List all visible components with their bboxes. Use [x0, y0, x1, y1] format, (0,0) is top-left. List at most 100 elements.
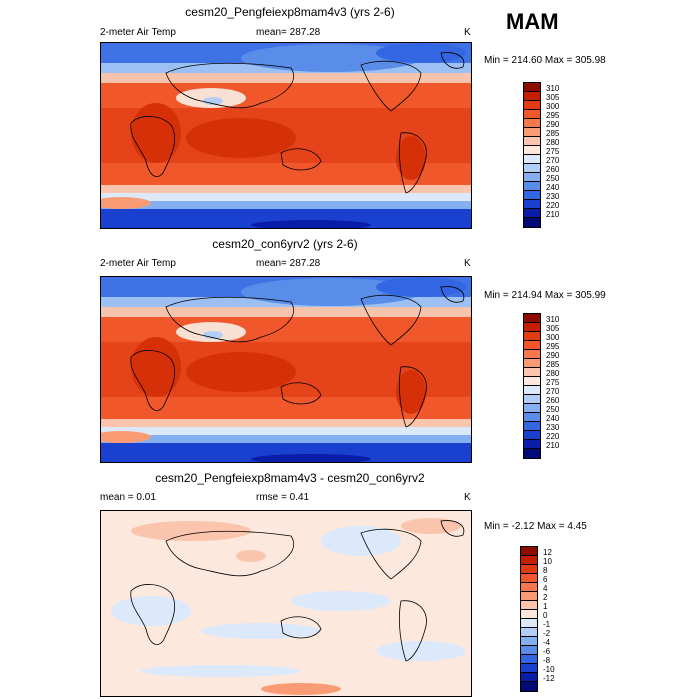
panel3-colorbar-cell	[521, 619, 537, 628]
panel2-tick: 250	[546, 405, 560, 414]
panel1-colorbar-cell	[524, 182, 540, 191]
panel2-colorbar-cell	[524, 431, 540, 440]
panel1-colorbar-cell	[524, 173, 540, 182]
panel2-minmax: Min = 214.94 Max = 305.99	[484, 290, 606, 301]
panel3-colorbar-cell	[521, 565, 537, 574]
panel1-title: cesm20_Pengfeiexp8mam4v3 (yrs 2-6)	[185, 5, 395, 19]
panel2-colorbar-cell	[524, 314, 540, 323]
panel1-tick: 230	[546, 192, 560, 201]
panel1-colorbar-cell	[524, 119, 540, 128]
panel3-colorbar-cell	[521, 601, 537, 610]
panel1-colorbar-cell	[524, 137, 540, 146]
panel3-colorbar-cell	[521, 556, 537, 565]
panel2-tick: 270	[546, 387, 560, 396]
panel2-mean: mean= 287.28	[256, 258, 321, 269]
panel2-colorbar-cell	[524, 395, 540, 404]
panel3-colorbar-cell	[521, 610, 537, 619]
panel1-map	[100, 42, 472, 229]
panel3-units: K	[464, 492, 471, 503]
panel1-colorbar-cell	[524, 83, 540, 92]
panel3-tick: -12	[543, 674, 555, 683]
panel3-map-svg	[101, 511, 471, 696]
panel3-colorbar-cell	[521, 637, 537, 646]
panel3-tick: 8	[543, 566, 548, 575]
panel3-colorbar-cell	[521, 628, 537, 637]
panel2-tick: 285	[546, 360, 560, 369]
panel2-colorbar-cell	[524, 341, 540, 350]
panel2-tick: 230	[546, 423, 560, 432]
panel2-colorbar-cell	[524, 422, 540, 431]
panel2-colorbar-cell	[524, 377, 540, 386]
panel2-colorbar-cell	[524, 413, 540, 422]
panel3-colorbar-cell	[521, 673, 537, 682]
panel1-colorbar-cell	[524, 200, 540, 209]
panel3-mean: mean = 0.01	[100, 492, 156, 503]
panel2-tick: 295	[546, 342, 560, 351]
panel2-colorbar-cell	[524, 359, 540, 368]
panel2-tick: 260	[546, 396, 560, 405]
panel1-colorbar-cell	[524, 146, 540, 155]
panel3-tick: 1	[543, 602, 548, 611]
panel3-colorbar-cell	[521, 583, 537, 592]
panel1-map-svg	[101, 43, 471, 228]
panel2-tick: 240	[546, 414, 560, 423]
panel1-tick: 210	[546, 210, 560, 219]
panel2-colorbar-cell	[524, 368, 540, 377]
panel1-tick: 280	[546, 138, 560, 147]
panel1-tick: 305	[546, 93, 560, 102]
panel3-tick: -4	[543, 638, 551, 647]
panel3-map	[100, 510, 472, 697]
panel3-colorbar	[520, 546, 538, 692]
panel1-units: K	[464, 27, 471, 38]
panel1-tick: 275	[546, 147, 560, 156]
panel2-tick: 290	[546, 351, 560, 360]
panel3-tick: 2	[543, 593, 548, 602]
panel1-tick: 285	[546, 129, 560, 138]
panel3-tick: 4	[543, 584, 548, 593]
panel3-rmse: rmse = 0.41	[256, 492, 310, 503]
panel2-colorbar-cell	[524, 449, 540, 458]
panel1-colorbar-cell	[524, 218, 540, 227]
panel3-tick: 0	[543, 611, 548, 620]
panel2-tick: 305	[546, 324, 560, 333]
panel2-tick: 280	[546, 369, 560, 378]
panel1-colorbar-cell	[524, 209, 540, 218]
panel3-colorbar-cell	[521, 574, 537, 583]
panel2-units: K	[464, 258, 471, 269]
season-label: MAM	[506, 9, 559, 34]
panel2-tick: 220	[546, 432, 560, 441]
panel1-tick: 270	[546, 156, 560, 165]
panel1-tick: 250	[546, 174, 560, 183]
panel1-colorbar-cell	[524, 110, 540, 119]
panel1-tick: 290	[546, 120, 560, 129]
panel2-colorbar-cell	[524, 332, 540, 341]
panel2-map-svg	[101, 277, 471, 462]
panel1-colorbar-cell	[524, 155, 540, 164]
panel2-colorbar-cell	[524, 440, 540, 449]
panel3-tick: 6	[543, 575, 548, 584]
panel1-colorbar-cell	[524, 101, 540, 110]
panel2-tick: 275	[546, 378, 560, 387]
panel1-colorbar-cell	[524, 92, 540, 101]
panel2-colorbar-cell	[524, 350, 540, 359]
panel3-colorbar-cell	[521, 547, 537, 556]
panel3-colorbar-cell	[521, 655, 537, 664]
panel2-map	[100, 276, 472, 463]
panel1-tick: 220	[546, 201, 560, 210]
panel2-tick: 310	[546, 315, 560, 324]
panel3-tick: 10	[543, 557, 552, 566]
panel1-tick: 300	[546, 102, 560, 111]
panel2-title: cesm20_con6yrv2 (yrs 2-6)	[212, 237, 358, 251]
panel1-tick: 310	[546, 84, 560, 93]
panel1-variable: 2-meter Air Temp	[100, 27, 176, 38]
panel3-tick: -1	[543, 620, 551, 629]
panel1-tick: 240	[546, 183, 560, 192]
panel3-colorbar-cell	[521, 646, 537, 655]
panel1-colorbar-cell	[524, 164, 540, 173]
panel1-colorbar-cell	[524, 128, 540, 137]
panel3-colorbar-cell	[521, 664, 537, 673]
panel3-tick: 12	[543, 548, 552, 557]
panel3-colorbar-cell	[521, 592, 537, 601]
panel3-colorbar-cell	[521, 682, 537, 691]
panel2-tick: 210	[546, 441, 560, 450]
